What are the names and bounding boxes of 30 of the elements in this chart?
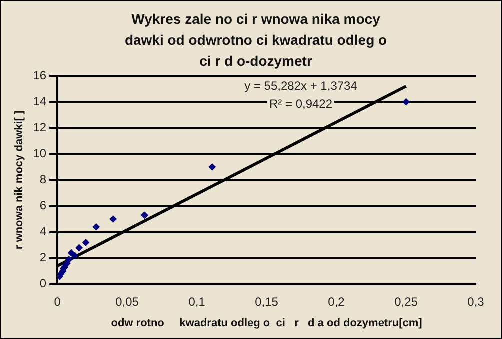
point bbox=[141, 212, 148, 219]
y-tick-label: 8 bbox=[40, 172, 47, 187]
x-tick-label: 0,25 bbox=[394, 294, 418, 309]
x-tick-label: 0,15 bbox=[255, 294, 279, 309]
point bbox=[71, 252, 78, 260]
point bbox=[92, 224, 100, 231]
point bbox=[402, 98, 410, 106]
y-tick-label: 4 bbox=[40, 224, 47, 239]
point bbox=[82, 239, 90, 246]
y-tick-label: 16 bbox=[33, 68, 47, 82]
point bbox=[208, 164, 216, 171]
x-tick-label: 0,3 bbox=[468, 294, 485, 309]
y-tick-label: 10 bbox=[33, 146, 47, 160]
y-tick-label: 0 bbox=[40, 276, 47, 291]
x-tick-label: 0,05 bbox=[116, 294, 140, 309]
y-tick-label: 12 bbox=[33, 120, 47, 134]
x-tick-label: 0,1 bbox=[188, 294, 206, 309]
annotation: y = 55,282x + 1,3734 bbox=[244, 79, 358, 93]
point bbox=[76, 244, 83, 252]
x-tick-label: 0 bbox=[54, 294, 62, 309]
point bbox=[66, 256, 73, 264]
point bbox=[110, 216, 117, 223]
y-tick-label: 6 bbox=[40, 198, 47, 213]
annotation: R² = 0,9422 bbox=[269, 97, 333, 111]
x-axis-title: odw rotno kwadratu odleg o ci r d a od dozymetru[cm] bbox=[111, 317, 423, 330]
y-tick-label: 14 bbox=[33, 94, 47, 108]
y-tick-label: 2 bbox=[40, 250, 47, 265]
y-axis-title: r wnowa nik mocy dawki[ ] bbox=[14, 110, 26, 250]
x-tick-label: 0,2 bbox=[328, 294, 346, 309]
chart-title: Wykres zale no ci r wnowa nika mocy dawki od odwrotno ci kwadratu odleg o ci r d o-dozymetr bbox=[124, 10, 388, 71]
